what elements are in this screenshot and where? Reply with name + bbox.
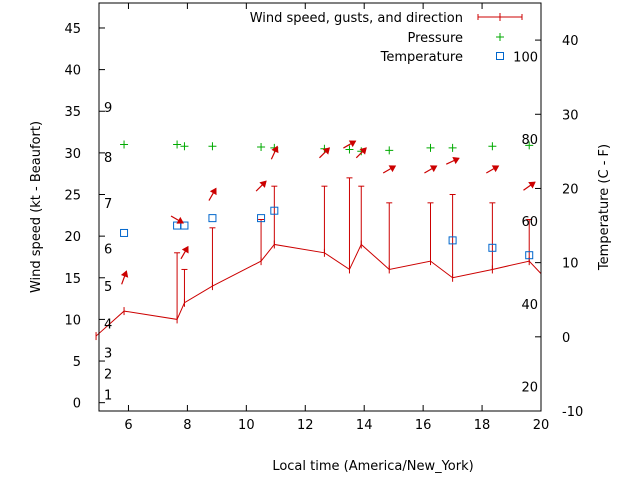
beaufort-label: 1	[104, 388, 112, 403]
temperature-point	[257, 214, 266, 223]
y-tick-label-left: 0	[73, 397, 81, 412]
x-tick-label: 10	[238, 418, 255, 433]
x-tick-label: 20	[533, 418, 550, 433]
y-tick-label-left: 10	[64, 313, 81, 328]
wind-direction-arrowhead	[259, 180, 267, 188]
wind-direction-arrowhead	[176, 216, 184, 224]
plot-frame	[98, 2, 542, 412]
labels-layer: 6 8 10 12 14 16 18 20051015202530354045-1001020…	[64, 22, 583, 433]
y-tick-label-left: 5	[73, 355, 81, 370]
beaufort-label: 3	[104, 347, 112, 362]
beaufort-label: 7	[104, 197, 112, 212]
wind-speed-line	[95, 243, 542, 337]
y-tick-label-left: 35	[64, 105, 81, 120]
y-tick-label-right: 30	[562, 108, 579, 123]
beaufort-label: 2	[104, 368, 112, 383]
ticks-layer	[99, 3, 542, 412]
legend-label-pressure: Pressure	[407, 31, 463, 46]
legend-swatch-temperature	[496, 52, 504, 60]
pressure-point	[345, 145, 354, 154]
fahrenheit-label: 100	[513, 50, 538, 65]
fahrenheit-label: 60	[521, 215, 538, 230]
y-tick-label-right: 10	[562, 257, 579, 272]
temperature-point	[180, 221, 189, 230]
pressure-point	[257, 143, 266, 152]
y-tick-label-right: -10	[562, 405, 583, 420]
temperature-point	[120, 228, 129, 237]
wind-direction-arrowhead	[209, 187, 217, 196]
temperature-point	[448, 236, 457, 245]
wind-direction-arrowhead	[452, 157, 460, 165]
pressure-point	[525, 141, 534, 150]
temperature-point	[270, 206, 279, 215]
pressure-point	[120, 140, 129, 149]
y-tick-label-right: 0	[562, 331, 570, 346]
wind-direction-arrowhead	[491, 165, 500, 173]
pressure-point	[488, 142, 497, 151]
x-tick-label: 14	[356, 418, 373, 433]
x-tick-label: 18	[474, 418, 491, 433]
legend-swatch-pressure	[496, 33, 504, 41]
fahrenheit-label: 80	[521, 133, 538, 148]
y-tick-label-right: 40	[562, 34, 579, 49]
beaufort-label: 5	[104, 280, 112, 295]
y-tick-label-left: 40	[64, 64, 81, 79]
wind-direction-arrowhead	[348, 140, 357, 148]
wind-direction-arrowhead	[181, 245, 189, 254]
beaufort-label: 4	[104, 318, 112, 333]
wind-direction-arrowhead	[271, 145, 279, 154]
wind-direction-arrowhead	[429, 165, 438, 173]
series-layer	[95, 140, 542, 341]
temperature-point	[525, 251, 534, 260]
y-axis-label-left: Wind speed (kt - Beaufort)	[29, 121, 44, 293]
y-tick-label-right: 20	[562, 182, 579, 197]
y-axis-label-right: Temperature (C - F)	[597, 144, 612, 271]
legend-label-temperature: Temperature	[380, 50, 463, 65]
pressure-point	[448, 143, 457, 152]
wind-direction-arrowhead	[322, 147, 331, 155]
fahrenheit-label: 40	[521, 298, 538, 313]
beaufort-label: 6	[104, 243, 112, 258]
x-tick-label: 16	[415, 418, 432, 433]
y-tick-label-left: 45	[64, 22, 81, 37]
pressure-point	[208, 142, 217, 151]
y-tick-label-left: 20	[64, 230, 81, 245]
beaufort-label: 9	[104, 101, 112, 116]
x-axis-label: Local time (America/New_York)	[272, 459, 473, 474]
pressure-point	[385, 146, 394, 155]
pressure-point	[173, 140, 182, 149]
y-tick-label-left: 25	[64, 189, 81, 204]
temperature-point	[488, 243, 497, 252]
beaufort-label: 8	[104, 151, 112, 166]
y-tick-label-left: 30	[64, 147, 81, 162]
pressure-point	[426, 143, 435, 152]
legend-label-wind: Wind speed, gusts, and direction	[250, 11, 463, 26]
legend: Wind speed, gusts, and direction Pressure…	[250, 11, 523, 65]
pressure-point	[180, 142, 189, 151]
wind-direction-arrowhead	[359, 147, 367, 155]
x-tick-label: 6	[124, 418, 132, 433]
wind-direction-arrowhead	[528, 181, 536, 189]
temperature-point	[208, 214, 217, 223]
fahrenheit-label: 20	[521, 381, 538, 396]
x-tick-label: 12	[297, 418, 314, 433]
wind-direction-arrowhead	[388, 165, 397, 173]
y-tick-label-left: 15	[64, 272, 81, 287]
x-tick-label: 8	[183, 418, 191, 433]
wind-direction-arrowhead	[120, 270, 129, 278]
